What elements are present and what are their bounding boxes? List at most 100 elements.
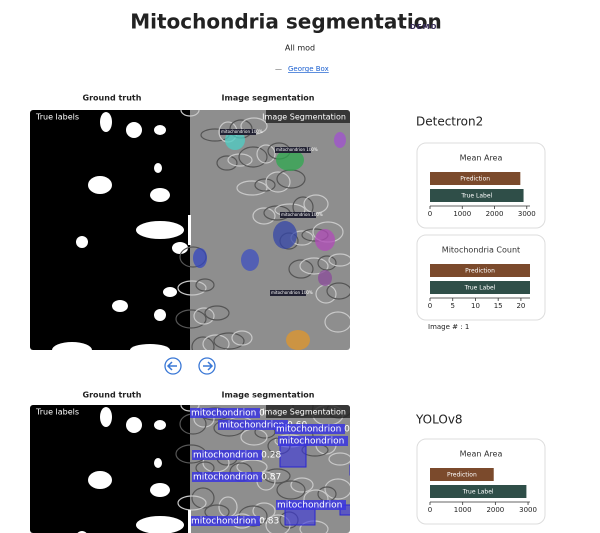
heading: Image segmentation xyxy=(222,391,315,400)
mask-blob xyxy=(154,458,162,468)
mask-blob xyxy=(163,287,177,297)
x-tick-label: 5 xyxy=(450,302,454,310)
mask-blob xyxy=(126,122,142,138)
label-bg xyxy=(190,408,260,418)
texture xyxy=(328,452,350,466)
subtitle: All mod xyxy=(285,44,315,53)
texture xyxy=(238,146,268,168)
mask-label: mitochondrion 0.87 xyxy=(193,473,281,483)
bar-label: True Label xyxy=(464,285,496,292)
bar xyxy=(430,468,494,481)
chart-card xyxy=(416,142,546,229)
texture xyxy=(204,305,230,321)
mask-label: mitochondrion 0.83 xyxy=(191,517,279,527)
mask-blob xyxy=(154,309,166,321)
detection-box xyxy=(279,444,307,468)
label-bg xyxy=(275,424,345,434)
texture xyxy=(288,259,314,279)
bar-label: True Label xyxy=(462,489,494,496)
segment-mask xyxy=(193,248,207,268)
bar xyxy=(430,485,527,498)
mask-blob xyxy=(76,236,88,248)
model-name: Detectron2 xyxy=(416,115,483,129)
model-name: YOLOv8 xyxy=(415,413,463,427)
texture xyxy=(263,468,291,484)
author-dash: — xyxy=(275,65,282,73)
label-bg xyxy=(270,290,306,296)
texture xyxy=(175,309,207,329)
label-bg xyxy=(192,450,262,460)
texture xyxy=(276,480,306,500)
chart-title: Mean Area xyxy=(460,450,503,459)
overlay-bg xyxy=(266,110,350,123)
texture xyxy=(299,257,329,275)
x-tick-label: 1000 xyxy=(454,506,472,514)
mask-blob xyxy=(88,176,112,194)
heading: Image segmentation xyxy=(222,94,315,103)
texture xyxy=(256,144,276,164)
mask-label: mitochondrion 100% xyxy=(276,147,318,152)
mask-label: mitochondrion 0.60 xyxy=(219,421,307,431)
x-tick-label: 0 xyxy=(428,506,432,514)
mask-blob xyxy=(154,163,162,173)
mask-blob xyxy=(100,112,112,132)
chart-card xyxy=(416,438,546,525)
overlay-label: True labels xyxy=(35,408,79,417)
label-bg xyxy=(220,129,256,135)
bar-label: Prediction xyxy=(447,472,477,479)
segment-mask xyxy=(315,229,335,251)
nav-next[interactable] xyxy=(198,357,216,375)
overlay-label: Image Segmentation xyxy=(262,113,346,122)
texture xyxy=(216,155,238,171)
mask-label: mitochondrion 100% xyxy=(221,129,263,134)
mask-label: mitochondrion 0.92 xyxy=(191,409,279,419)
bar xyxy=(430,172,521,185)
bar-label: Prediction xyxy=(460,176,490,183)
mask-blob xyxy=(150,188,170,202)
label-bg xyxy=(280,212,316,218)
x-tick-label: 2000 xyxy=(486,506,504,514)
label-bg xyxy=(276,500,346,510)
texture xyxy=(328,253,350,267)
texture xyxy=(193,307,215,325)
x-tick-label: 0 xyxy=(428,210,432,218)
bar-label: True Label xyxy=(460,193,492,200)
texture xyxy=(213,332,245,350)
x-tick-label: 1000 xyxy=(453,210,471,218)
image-index: Image # : 1 xyxy=(428,323,469,331)
author-link[interactable]: George Box xyxy=(288,65,329,73)
mask-blob xyxy=(136,221,184,239)
label-bg xyxy=(192,472,262,482)
texture xyxy=(202,334,230,350)
texture xyxy=(254,178,276,192)
x-tick-label: 0 xyxy=(428,302,432,310)
x-tick-label: 2000 xyxy=(486,210,504,218)
mask-blob xyxy=(172,242,188,254)
nav-prev[interactable] xyxy=(164,357,182,375)
chart-title: Mean Area xyxy=(460,154,503,163)
texture xyxy=(231,330,253,346)
x-tick-label: 3000 xyxy=(519,506,537,514)
texture xyxy=(317,255,337,271)
texture xyxy=(195,278,215,292)
x-tick-label: 10 xyxy=(471,302,480,310)
chart-card xyxy=(416,234,546,321)
chart-title: Mitochondria Count xyxy=(442,246,520,255)
x-tick-label: 20 xyxy=(516,302,525,310)
label-bg xyxy=(278,436,348,446)
mask-blob xyxy=(130,344,170,350)
image-pair: mitochondrion 100% mitochondrion 100% mito… xyxy=(30,110,350,350)
texture xyxy=(265,171,291,193)
divider xyxy=(188,510,191,533)
divider xyxy=(188,215,191,245)
texture xyxy=(324,478,350,500)
bar-label: Prediction xyxy=(465,268,495,275)
mask-blob xyxy=(136,516,184,533)
segment-mask xyxy=(286,330,310,350)
texture xyxy=(180,110,200,117)
mask-blob xyxy=(112,300,128,312)
texture xyxy=(191,336,215,350)
image-pair: mitochondrion 0.92 mitochondrion 0.60 mito… xyxy=(30,405,350,533)
overlay-bg xyxy=(266,405,350,418)
label-bg xyxy=(190,516,260,526)
